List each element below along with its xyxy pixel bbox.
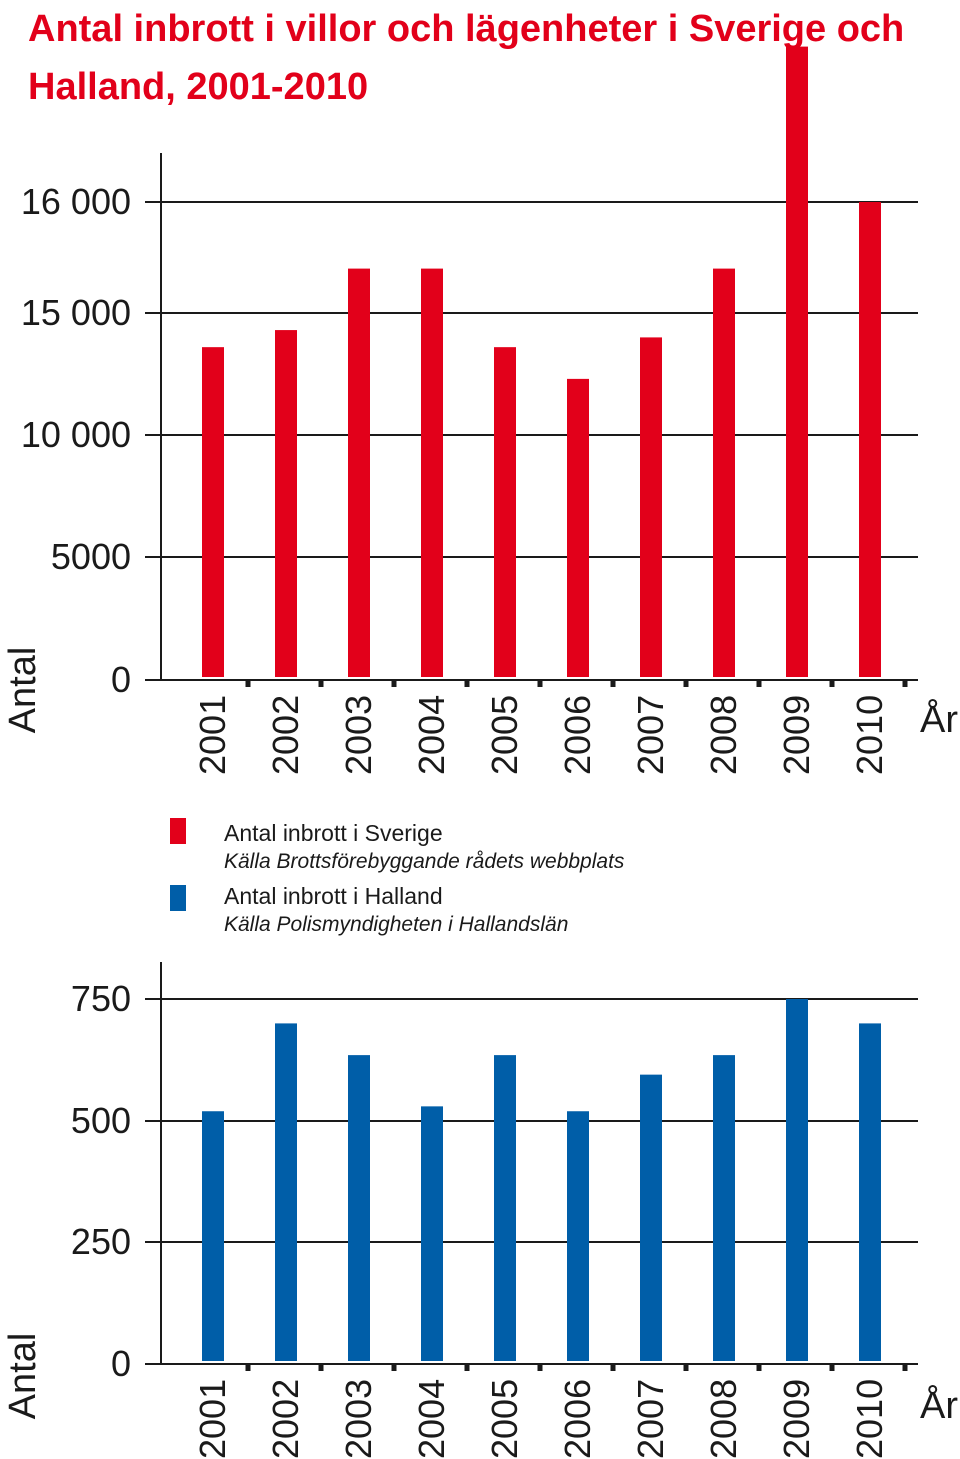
halland-chart: 0 250 500 750 2001 2002 2003 2004 2005 2006 2007 20… <box>2 962 958 1459</box>
halland-x-tick <box>902 1365 908 1371</box>
sverige-x-tick <box>756 681 762 687</box>
halland-y-axis-label: Antal <box>2 1333 44 1420</box>
sverige-bar-2001 <box>202 347 224 677</box>
halland-x-tick <box>537 1365 543 1371</box>
halland-x-tick <box>464 1365 470 1371</box>
halland-x-label: 2005 <box>484 1379 525 1459</box>
sverige-ytick-label: 5000 <box>51 536 131 577</box>
sverige-x-label: 2003 <box>338 695 379 775</box>
sverige-x-label: 2006 <box>557 695 598 775</box>
halland-x-tick <box>829 1365 835 1371</box>
halland-ytick-label: 0 <box>111 1343 131 1384</box>
halland-bar-2007 <box>640 1074 662 1361</box>
sverige-ytick-label: 0 <box>111 659 131 700</box>
halland-x-tick <box>756 1365 762 1371</box>
sverige-x-tick <box>610 681 616 687</box>
sverige-ytick-label: 15 000 <box>21 292 131 333</box>
sverige-bar-2010 <box>859 202 881 677</box>
sverige-x-label: 2005 <box>484 695 525 775</box>
halland-x-label: 2001 <box>192 1379 233 1459</box>
sverige-bar-2003 <box>348 268 370 677</box>
sverige-x-tick <box>391 681 397 687</box>
legend-source-2: Källa Polismyndigheten i Hallandslän <box>224 913 568 936</box>
legend-swatch-2 <box>170 885 186 911</box>
sverige-x-label: 2008 <box>703 695 744 775</box>
sverige-x-axis-label: År <box>920 697 958 741</box>
legend-label-1: Antal inbrott i Sverige <box>224 820 443 846</box>
chart-title: Antal inbrott i villor och lägenheter i … <box>28 8 905 108</box>
legend: Antal inbrott i Sverige Källa Brottsföreb… <box>170 818 625 936</box>
halland-bar-2003 <box>348 1055 370 1361</box>
legend-source-1: Källa Brottsförebyggande rådets webbplat… <box>224 850 625 873</box>
sverige-ytick-label: 16 000 <box>21 181 131 222</box>
sverige-x-label: 2007 <box>630 695 671 775</box>
sverige-x-label: 2010 <box>849 695 890 775</box>
sverige-chart: 0 5000 10 000 15 000 16 000 2001 2002 2003 2004 2… <box>2 46 958 775</box>
sverige-bar-2008 <box>713 268 735 677</box>
sverige-bar-2006 <box>567 378 589 677</box>
halland-bar-2002 <box>275 1023 297 1361</box>
halland-ytick-label: 250 <box>71 1221 131 1262</box>
halland-x-label: 2010 <box>849 1379 890 1459</box>
sverige-x-label: 2001 <box>192 695 233 775</box>
halland-x-label: 2003 <box>338 1379 379 1459</box>
halland-bar-2009 <box>786 999 808 1361</box>
halland-bar-2005 <box>494 1055 516 1361</box>
halland-x-tick <box>610 1365 616 1371</box>
halland-bar-2010 <box>859 1023 881 1361</box>
sverige-x-tick <box>683 681 689 687</box>
halland-x-tick <box>318 1365 324 1371</box>
halland-bar-2001 <box>202 1111 224 1361</box>
halland-x-label: 2008 <box>703 1379 744 1459</box>
halland-x-tick <box>245 1365 251 1371</box>
halland-x-label: 2009 <box>776 1379 817 1459</box>
sverige-x-tick <box>537 681 543 687</box>
sverige-x-tick <box>829 681 835 687</box>
sverige-x-label: 2002 <box>265 695 306 775</box>
sverige-bar-2005 <box>494 347 516 677</box>
sverige-x-tick <box>902 681 908 687</box>
sverige-ytick-label: 10 000 <box>21 414 131 455</box>
halland-bar-2006 <box>567 1111 589 1361</box>
halland-ytick-label: 500 <box>71 1100 131 1141</box>
sverige-y-axis-label: Antal <box>2 647 44 734</box>
halland-x-axis-label: År <box>920 1383 958 1427</box>
legend-swatch-1 <box>170 818 186 844</box>
sverige-x-label: 2009 <box>776 695 817 775</box>
halland-bar-2008 <box>713 1055 735 1361</box>
halland-x-label: 2002 <box>265 1379 306 1459</box>
halland-ytick-label: 750 <box>71 978 131 1019</box>
halland-x-label: 2006 <box>557 1379 598 1459</box>
halland-x-tick <box>683 1365 689 1371</box>
sverige-bar-2007 <box>640 337 662 677</box>
sverige-bar-2004 <box>421 268 443 677</box>
sverige-bar-2009 <box>786 46 808 678</box>
legend-label-2: Antal inbrott i Halland <box>224 883 443 909</box>
sverige-x-label: 2004 <box>411 695 452 775</box>
halland-bar-2004 <box>421 1106 443 1361</box>
sverige-x-tick <box>245 681 251 687</box>
sverige-x-tick <box>318 681 324 687</box>
halland-x-label: 2004 <box>411 1379 452 1459</box>
sverige-x-tick <box>464 681 470 687</box>
halland-x-tick <box>391 1365 397 1371</box>
sverige-bar-2002 <box>275 330 297 677</box>
halland-x-label: 2007 <box>630 1379 671 1459</box>
